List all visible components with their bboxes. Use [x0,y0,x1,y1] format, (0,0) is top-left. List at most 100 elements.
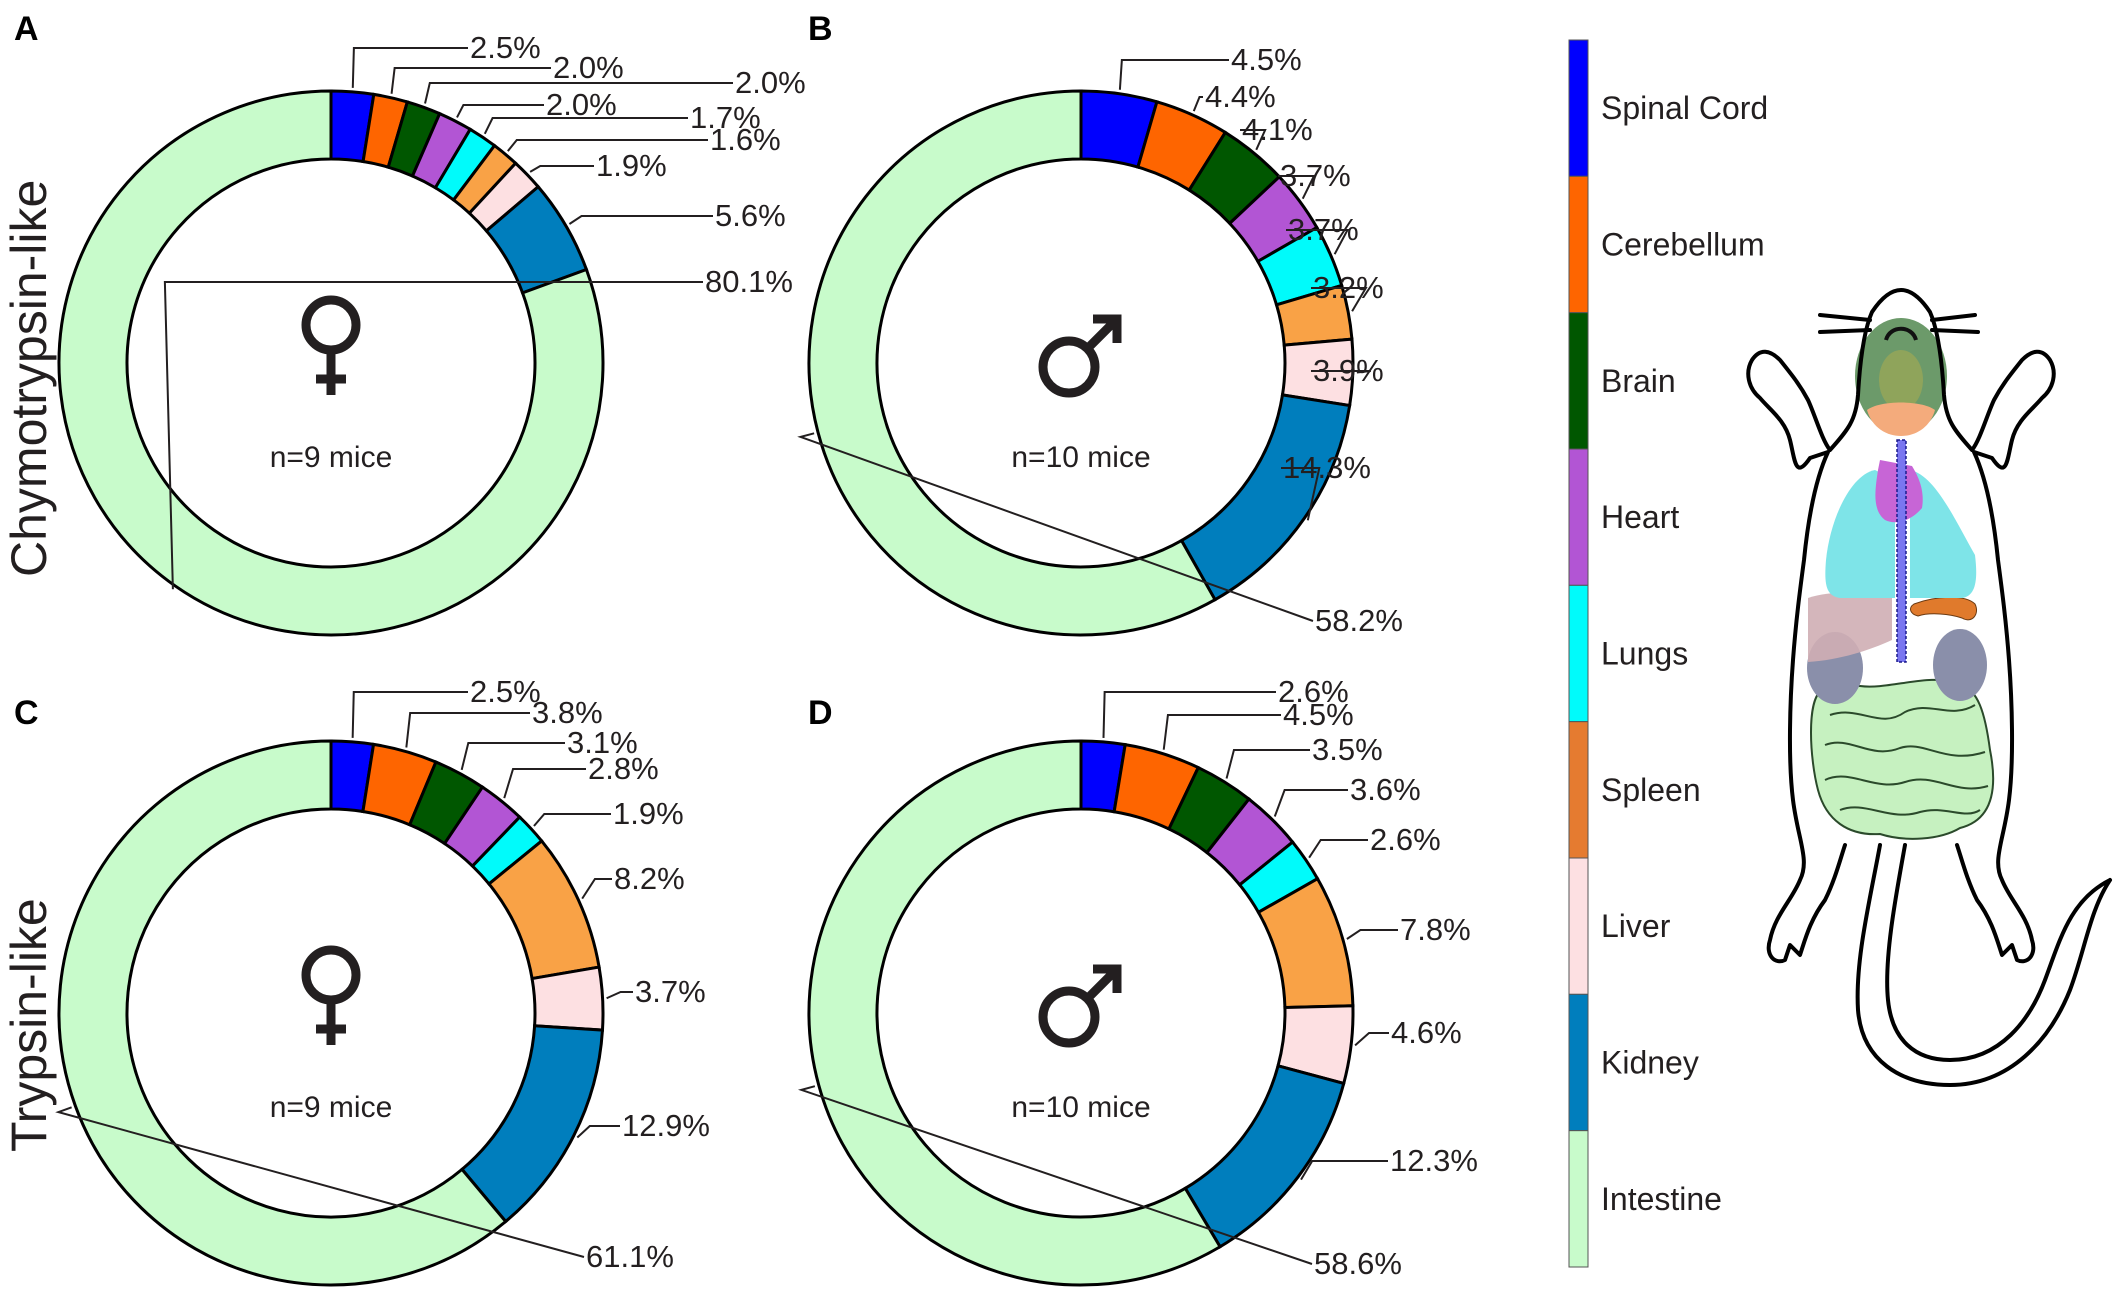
sample-size-label: n=10 mice [1011,441,1150,474]
donut-slice-intestine [807,739,1223,1287]
leader-line [405,712,530,748]
data-label: 3.2% [1313,270,1384,305]
male-symbol-icon [1038,964,1122,1048]
leader-line [507,139,708,152]
mouse-whiskers [1818,313,1980,334]
row-label-trypsin: Trypsin-like [1,898,57,1152]
data-label: 80.1% [705,264,793,299]
row-label-chymotrypsin: Chymotrypsin-like [1,180,57,577]
donut-panel-a: A 2.5%2.0% 2.0%2.0% 1.7%1.6%1.9%5.6%80.1%n=… [14,10,806,637]
donut-slice-liver [530,965,605,1032]
leader-line [1225,749,1310,779]
data-label: 4.4% [1205,79,1276,114]
organ-spinal-cord [1896,439,1907,663]
donut-slice-intestine [807,89,1218,637]
data-label: 4.5% [1231,42,1302,77]
organ-cerebellum [1867,402,1935,436]
sample-size-label: n=10 mice [1011,1091,1150,1124]
leader-line [797,1085,1313,1265]
legend-swatch-spinal-cord [1568,39,1589,177]
female-symbol-icon [301,295,361,395]
donut-slice-kidney [459,1024,605,1224]
female-symbol-icon [301,945,361,1045]
data-label: 3.5% [1312,732,1383,767]
leader-line [163,281,703,590]
data-label: 3.7% [1288,212,1359,247]
data-label: 2.0% [735,65,806,100]
leader-line [529,165,594,173]
data-label: 58.6% [1314,1246,1402,1281]
leader-line [1311,287,1368,312]
data-label: 3.6% [1350,772,1421,807]
leader-line [1300,1160,1388,1181]
leader-line [483,117,688,135]
data-label: 2.0% [546,87,617,122]
mouse-body-outline [1746,288,2056,964]
leader-line [456,104,544,118]
panel-letter: D [808,694,833,732]
leader-line [351,691,468,738]
data-label: 4.1% [1242,112,1313,147]
leader-line [1273,789,1348,817]
leader-line [424,82,733,104]
leader-line [1278,175,1316,200]
organ-brain [1855,318,1947,434]
data-label: 1.7% [690,100,761,135]
data-label: 14.3% [1283,450,1371,485]
legend: Spinal Cord Cerebellum Brain Heart Lungs Sple… [1568,39,1768,1268]
leader-line [503,768,586,799]
legend-swatch-liver [1568,857,1589,995]
legend-label: Liver [1601,908,1671,944]
legend-label: Lungs [1601,636,1688,672]
data-label: 1.9% [613,796,684,831]
donut-panel-c: C 2.5%3.8%3.1%2.8% 1.9% 8.2% 3.7% 12.9% 61.1% n… [14,674,710,1287]
data-label: 3.1% [567,725,638,760]
data-label: 2.6% [1278,674,1349,709]
data-label: 2.0% [553,50,624,85]
leader-line [1308,839,1368,859]
leader-line [55,1106,585,1258]
panel-letter: A [14,10,39,48]
legend-swatch-brain [1568,312,1589,450]
data-label: 3.8% [532,695,603,730]
leader-line [390,67,551,94]
leader-line [568,215,713,225]
data-label: 2.5% [470,674,541,709]
panel-letter: C [14,694,39,732]
organ-spleen [1910,596,1977,621]
data-label: 1.6% [710,122,781,157]
data-label: 12.9% [622,1108,710,1143]
donut-slice-kidney [1179,393,1352,602]
legend-swatch-lungs [1568,584,1589,723]
data-label: 4.5% [1283,697,1354,732]
leader-line [1162,714,1281,750]
data-label: 61.1% [586,1239,674,1274]
leader-line [576,1125,620,1139]
male-symbol-icon [1038,314,1122,398]
leader-line [351,47,468,88]
donut-slice-kidney [1183,1064,1346,1249]
leader-line [1346,929,1398,940]
data-label: 3.9% [1313,353,1384,388]
data-label: 3.7% [635,974,706,1009]
legend-label: Heart [1601,499,1679,535]
data-label: 7.8% [1400,912,1471,947]
legend-label: Spinal Cord [1601,90,1768,126]
organ-liver [1808,592,1892,662]
leader-line [460,742,565,771]
donut-slice-intestine [57,739,508,1287]
donut-slice-intestine [57,89,605,637]
data-label: 5.6% [715,198,786,233]
legend-label: Spleen [1601,772,1701,808]
legend-swatch-intestine [1568,1130,1589,1268]
legend-swatch-kidney [1568,993,1589,1132]
donut-panel-b: B 4.5%4.4%4.1% 3.7% 3.7% 3.2% 3.9% 14.3% 58.2% n… [797,10,1403,638]
legend-label: Cerebellum [1601,227,1765,263]
leader-line [533,813,611,827]
leader-line [1118,59,1229,90]
leader-line [1102,691,1276,738]
panel-letter: B [808,10,833,48]
leader-line [1240,129,1267,151]
data-label: 1.9% [596,148,667,183]
data-label: 2.5% [470,30,541,65]
